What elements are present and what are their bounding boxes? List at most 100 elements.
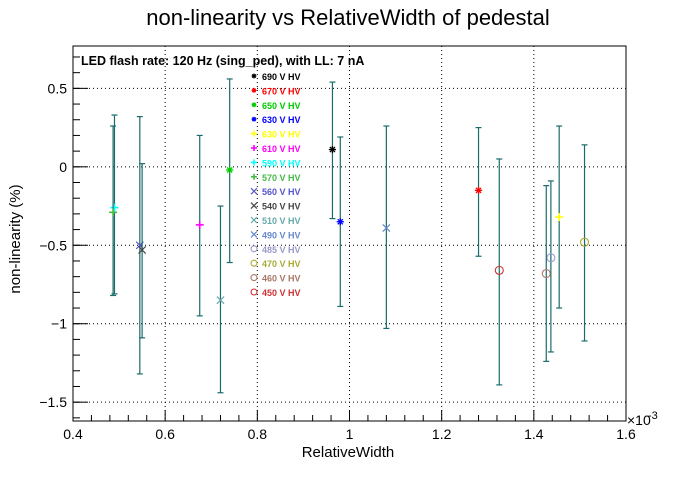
legend-label: 630 V HV <box>262 115 301 125</box>
legend-marker <box>251 145 257 151</box>
data-marker <box>494 265 504 275</box>
marker-stroke <box>250 202 258 210</box>
legend-marker <box>251 130 257 137</box>
marker-stroke <box>546 253 556 263</box>
marker-stroke <box>251 117 257 122</box>
plot-annotation: LED flash rate: 120 Hz (sing_ped), with … <box>81 54 364 68</box>
plot-area: 0.4 0.6 0.8 1 1.2 1.4 1.6 −1.5 −1 −0.5 0 0.5 <box>39 45 636 442</box>
marker-stroke <box>250 274 258 282</box>
data-point <box>110 114 119 295</box>
x-tick-label: 0.8 <box>248 426 268 442</box>
data-marker <box>109 208 118 217</box>
legend-label: 460 V HV <box>262 274 301 284</box>
marker-stroke <box>494 265 504 275</box>
marker-stroke <box>475 187 482 194</box>
y-tick-label: −1.5 <box>39 394 67 410</box>
legend-entry: 570 V HV <box>251 173 301 183</box>
y-tick-label: −0.5 <box>39 237 67 253</box>
marker-stroke <box>250 216 258 224</box>
data-marker <box>328 145 337 154</box>
data-marker <box>336 218 344 226</box>
legend-label: 610 V HV <box>262 144 301 154</box>
marker-stroke <box>251 102 257 107</box>
data-point <box>494 158 504 386</box>
legend-entry: 450 V HV <box>250 288 301 298</box>
legend-label: 650 V HV <box>262 101 301 111</box>
marker-stroke <box>329 146 336 153</box>
data-point <box>546 180 556 353</box>
legend-label: 490 V HV <box>262 230 301 240</box>
legend-entry: 610 V HV <box>251 144 301 154</box>
x-tick-label: 0.6 <box>155 426 175 442</box>
marker-stroke <box>541 268 551 279</box>
legend-label: 540 V HV <box>262 202 301 212</box>
data-marker <box>195 220 204 229</box>
data-point <box>109 125 118 297</box>
data-point <box>216 205 225 394</box>
marker-stroke <box>337 218 344 225</box>
legend-marker <box>251 88 257 93</box>
marker-stroke <box>250 230 258 238</box>
legend-marker <box>251 73 257 79</box>
y-tick-label: 0.5 <box>48 80 68 96</box>
legend-label: 590 V HV <box>262 158 301 168</box>
marker-stroke <box>382 223 391 233</box>
legend-entry: 470 V HV <box>250 259 301 269</box>
legend-entry: 590 V HV <box>251 158 301 168</box>
data-marker <box>474 186 483 194</box>
x-tick-label: 1.6 <box>616 426 636 442</box>
legend-label: 510 V HV <box>262 216 301 226</box>
legend-entry: 490 V HV <box>250 230 301 240</box>
x-axis-label: RelativeWidth <box>302 444 395 461</box>
data-marker <box>110 203 119 212</box>
legend-entry: 485 V HV <box>250 245 301 255</box>
legend-marker <box>250 187 258 195</box>
marker-stroke <box>138 245 147 254</box>
legend-marker <box>251 102 257 108</box>
marker-stroke <box>250 288 258 296</box>
legend-label: 630 V HV <box>262 130 301 140</box>
marker-stroke <box>226 166 233 173</box>
x-tick-label: 1 <box>346 426 354 442</box>
legend-entry: 630 V HV <box>251 130 301 140</box>
marker-stroke <box>250 259 258 267</box>
data-point <box>382 125 391 330</box>
data-marker <box>579 237 590 247</box>
data-point <box>328 81 337 220</box>
data-marker <box>216 296 225 305</box>
legend-marker <box>250 230 258 238</box>
legend-marker <box>250 274 258 282</box>
x-axis-multiplier: ×10 -3 <box>627 410 658 428</box>
chart-title: non-linearity vs RelativeWidth of pedest… <box>146 5 550 30</box>
marker-stroke <box>250 187 258 195</box>
data-marker <box>226 166 234 174</box>
marker-stroke <box>251 73 257 79</box>
data-marker <box>138 245 147 254</box>
legend-label: 470 V HV <box>262 259 301 269</box>
legend-label: 450 V HV <box>262 288 301 298</box>
data-marker <box>546 253 556 263</box>
legend-entry: 560 V HV <box>250 187 301 197</box>
y-tick-label: 0 <box>59 159 67 175</box>
legend-label: 570 V HV <box>262 173 301 183</box>
data-point <box>138 163 147 339</box>
legend-entry: 630 V HV <box>251 115 301 125</box>
data-points <box>109 78 590 394</box>
data-point <box>579 144 590 342</box>
x-tick-label: 1.2 <box>432 426 452 442</box>
data-point <box>226 78 234 264</box>
marker-stroke <box>216 296 225 305</box>
data-point <box>474 126 483 257</box>
data-marker <box>382 223 391 233</box>
legend-entry: 460 V HV <box>250 274 301 284</box>
legend-entry: 540 V HV <box>250 202 301 212</box>
data-marker <box>555 213 564 222</box>
legend-entry: 510 V HV <box>250 216 301 226</box>
legend-label: 560 V HV <box>262 187 301 197</box>
legend-marker <box>250 202 258 210</box>
y-axis-label: non-linearity (%) <box>7 184 24 293</box>
legend-marker <box>251 173 257 180</box>
x-multiplier-base: ×10 <box>627 412 651 428</box>
